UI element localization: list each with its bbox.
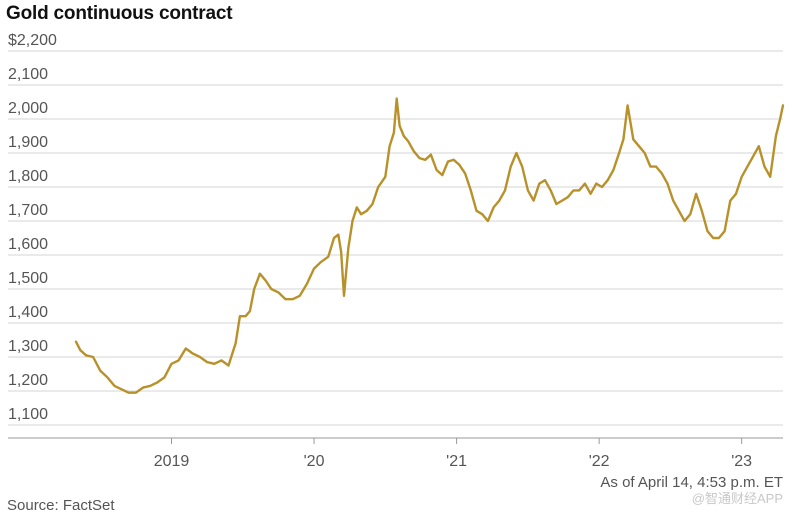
x-axis-tick-labels: 2019 '20 '21 '22 '23 bbox=[154, 453, 752, 470]
series-line-0 bbox=[74, 97, 785, 394]
y-tick-label-1500: 1,500 bbox=[8, 270, 48, 287]
y-tick-label-1100: 1,100 bbox=[8, 406, 48, 423]
x-tick-label-2022: '22 bbox=[589, 453, 610, 470]
y-tick-label-1200: 1,200 bbox=[8, 372, 48, 389]
y-tick-label-1400: 1,400 bbox=[8, 304, 48, 321]
x-tick-label-2021: '21 bbox=[446, 453, 467, 470]
x-tick-label-2023: '23 bbox=[731, 453, 752, 470]
as-of-note: As of April 14, 4:53 p.m. ET bbox=[600, 474, 783, 491]
y-tick-label-1300: 1,300 bbox=[8, 338, 48, 355]
y-tick-label-2100: 2,100 bbox=[8, 66, 48, 83]
y-tick-label-1800: 1,800 bbox=[8, 168, 48, 185]
chart-title: Gold continuous contract bbox=[6, 3, 233, 24]
y-tick-label-2000: 2,000 bbox=[8, 100, 48, 117]
y-axis-tick-labels: 1,100 1,200 1,300 1,400 1,500 1,600 1,700 1,800… bbox=[8, 32, 57, 423]
y-tick-label-1900: 1,900 bbox=[8, 134, 48, 151]
x-tick-label-2020: '20 bbox=[304, 453, 325, 470]
x-tick-label-2019: 2019 bbox=[154, 453, 190, 470]
y-tick-label-1600: 1,600 bbox=[8, 236, 48, 253]
series-layer bbox=[74, 97, 785, 394]
y-tick-label-1700: 1,700 bbox=[8, 202, 48, 219]
watermark: @智通财经APP bbox=[691, 491, 783, 506]
y-tick-label-2200: $2,200 bbox=[8, 32, 57, 49]
source-note: Source: FactSet bbox=[7, 497, 115, 514]
